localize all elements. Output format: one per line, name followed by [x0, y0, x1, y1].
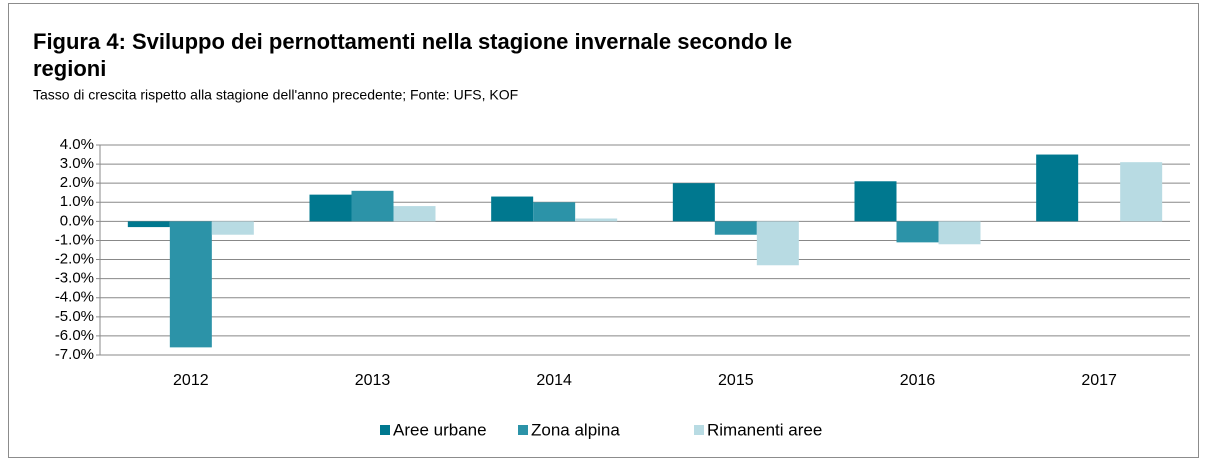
x-tick-label: 2012 — [173, 372, 209, 389]
bar — [309, 194, 352, 222]
chart-title: Figura 4: Sviluppo dei pernottamenti nel… — [33, 29, 792, 54]
y-tick-label: -4.0% — [55, 289, 94, 306]
bar — [714, 221, 757, 235]
legend-label: Aree urbane — [393, 420, 487, 439]
x-tick-label: 2016 — [900, 372, 936, 389]
frame — [8, 3, 1199, 458]
bar — [938, 221, 981, 245]
bar — [1036, 154, 1079, 222]
chart-subtitle: Tasso di crescita rispetto alla stagione… — [33, 87, 518, 103]
y-tick-label: 1.0% — [60, 193, 94, 210]
y-tick-label: -6.0% — [55, 327, 94, 344]
bar — [672, 183, 715, 222]
y-tick-label: -5.0% — [55, 308, 94, 325]
y-tick-label: -2.0% — [55, 251, 94, 268]
x-tick-label: 2017 — [1081, 372, 1117, 389]
legend-swatch — [518, 425, 528, 435]
bar — [854, 181, 897, 222]
bar — [169, 221, 212, 348]
y-tick-label: -7.0% — [55, 346, 94, 363]
y-tick-label: 2.0% — [60, 174, 94, 191]
y-tick-label: 0.0% — [60, 212, 94, 229]
bar — [211, 221, 254, 235]
bar — [575, 218, 618, 222]
bar — [756, 221, 799, 266]
bar — [127, 221, 170, 228]
y-tick-label: 4.0% — [60, 136, 94, 153]
y-tick-label: 3.0% — [60, 155, 94, 172]
bar — [533, 202, 576, 222]
legend-swatch — [380, 425, 390, 435]
x-tick-label: 2013 — [355, 372, 391, 389]
chart-title: regioni — [33, 56, 106, 81]
bar — [1120, 162, 1163, 222]
bar — [896, 221, 939, 243]
x-tick-label: 2015 — [718, 372, 754, 389]
bar — [491, 196, 534, 222]
legend-label: Zona alpina — [531, 420, 620, 439]
legend-label: Rimanenti aree — [707, 420, 822, 439]
bar — [351, 190, 394, 222]
legend-swatch — [694, 425, 704, 435]
bar — [393, 206, 436, 222]
x-tick-label: 2014 — [536, 372, 572, 389]
y-tick-label: -3.0% — [55, 270, 94, 287]
y-tick-label: -1.0% — [55, 231, 94, 248]
